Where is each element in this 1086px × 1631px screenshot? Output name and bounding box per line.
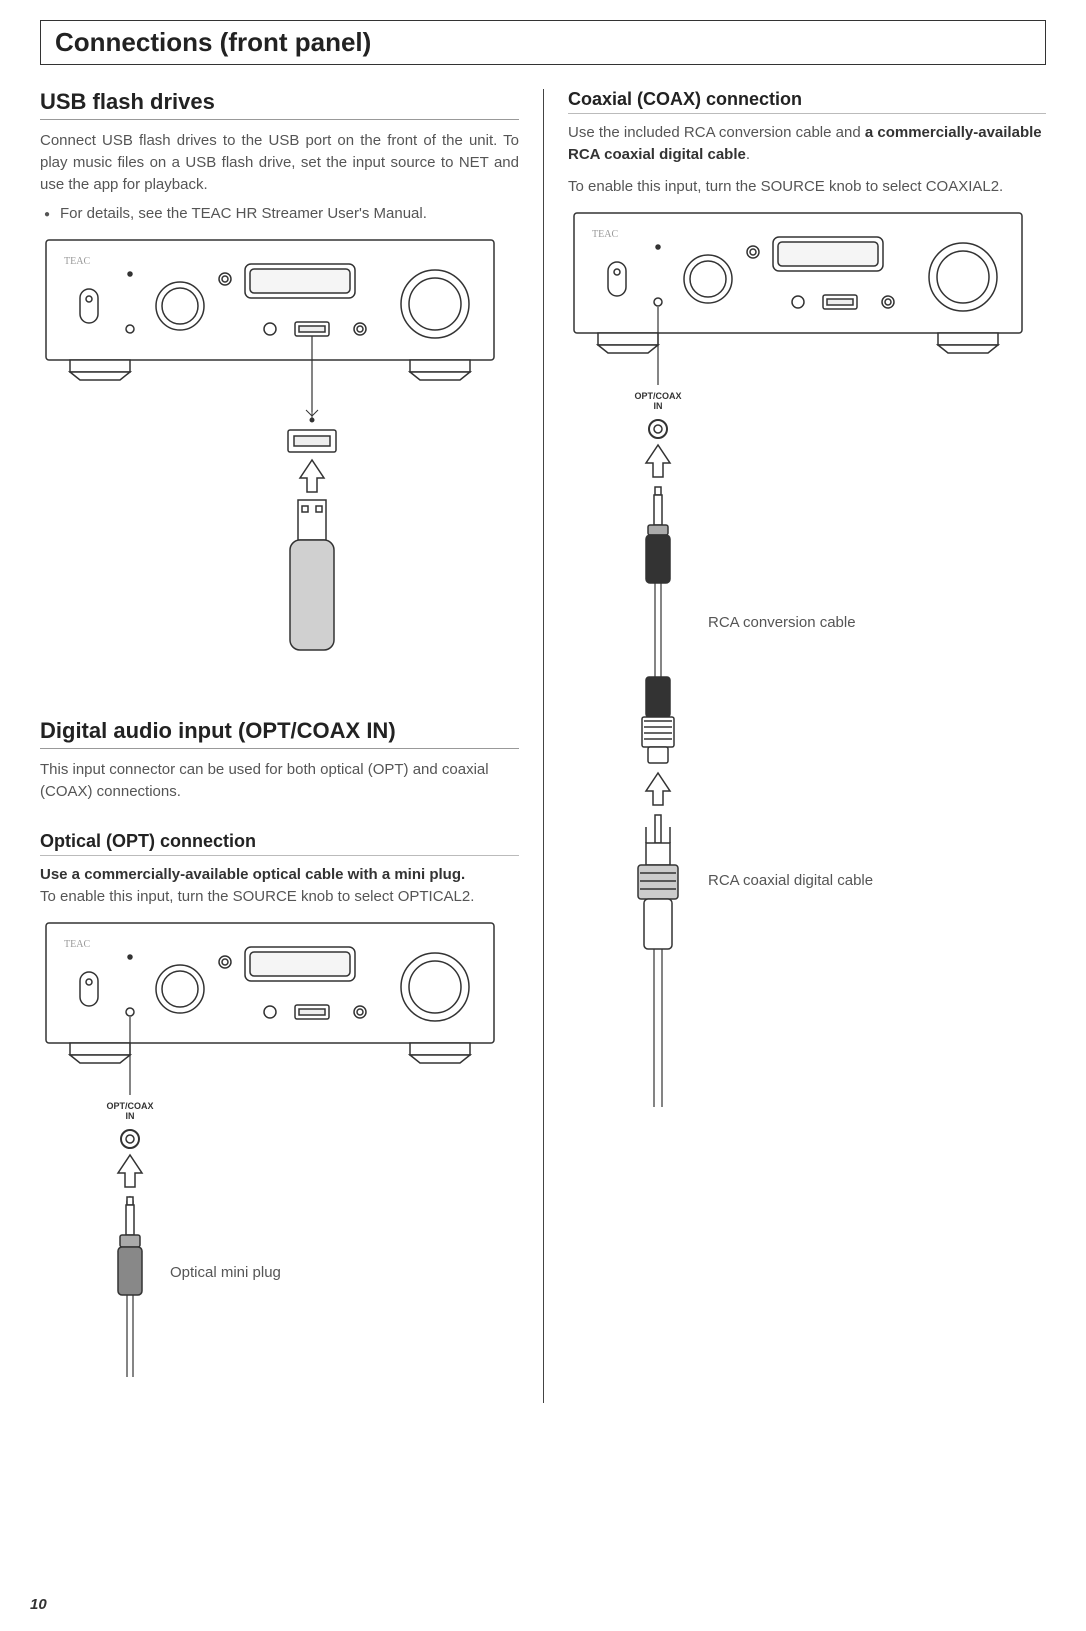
optical-p1: To enable this input, turn the SOURCE kn… [40,888,474,905]
optical-diagram-icon: TEAC [40,917,500,1377]
optical-paragraph: Use a commercially-available optical cab… [40,864,519,908]
page-title: Connections (front panel) [55,27,1031,58]
digital-heading: Digital audio input (OPT/COAX IN) [40,718,519,749]
digital-paragraph: This input connector can be used for bot… [40,759,519,803]
page-title-bar: Connections (front panel) [40,20,1046,65]
svg-text:OPT/COAX: OPT/COAX [634,391,681,401]
optical-figure: TEAC [40,917,519,1377]
optical-plug-label: Optical mini plug [170,1264,281,1281]
coax-p1a: Use the included RCA conversion cable an… [568,124,865,141]
content-columns: USB flash drives Connect USB flash drive… [40,89,1046,1403]
coax-figure: TEAC [568,207,1046,1107]
svg-text:IN: IN [654,401,663,411]
usb-heading: USB flash drives [40,89,519,120]
svg-text:TEAC: TEAC [64,256,90,267]
svg-text:TEAC: TEAC [592,229,618,240]
coax-label-conversion: RCA conversion cable [708,614,856,631]
coax-p1b: . [746,146,750,163]
usb-diagram-icon: TEAC [40,234,500,664]
optical-bold: Use a commercially-available optical cab… [40,866,465,883]
usb-bullet-1: For details, see the TEAC HR Streamer Us… [40,205,519,222]
coax-diagram-icon: TEAC [568,207,1038,1107]
coax-heading: Coaxial (COAX) connection [568,89,1046,114]
left-column: USB flash drives Connect USB flash drive… [40,89,543,1403]
coax-paragraph-2: To enable this input, turn the SOURCE kn… [568,176,1046,198]
usb-bullets: For details, see the TEAC HR Streamer Us… [40,205,519,222]
opt-jack-label1: OPT/COAX [106,1101,153,1111]
right-column: Coaxial (COAX) connection Use the includ… [543,89,1046,1403]
opt-jack-label2: IN [126,1111,135,1121]
coax-paragraph-1: Use the included RCA conversion cable an… [568,122,1046,166]
svg-text:TEAC: TEAC [64,939,90,950]
usb-figure: TEAC [40,234,519,664]
page-number: 10 [30,1596,47,1613]
optical-heading: Optical (OPT) connection [40,831,519,856]
usb-paragraph: Connect USB flash drives to the USB port… [40,130,519,195]
coax-label-digital: RCA coaxial digital cable [708,872,873,889]
